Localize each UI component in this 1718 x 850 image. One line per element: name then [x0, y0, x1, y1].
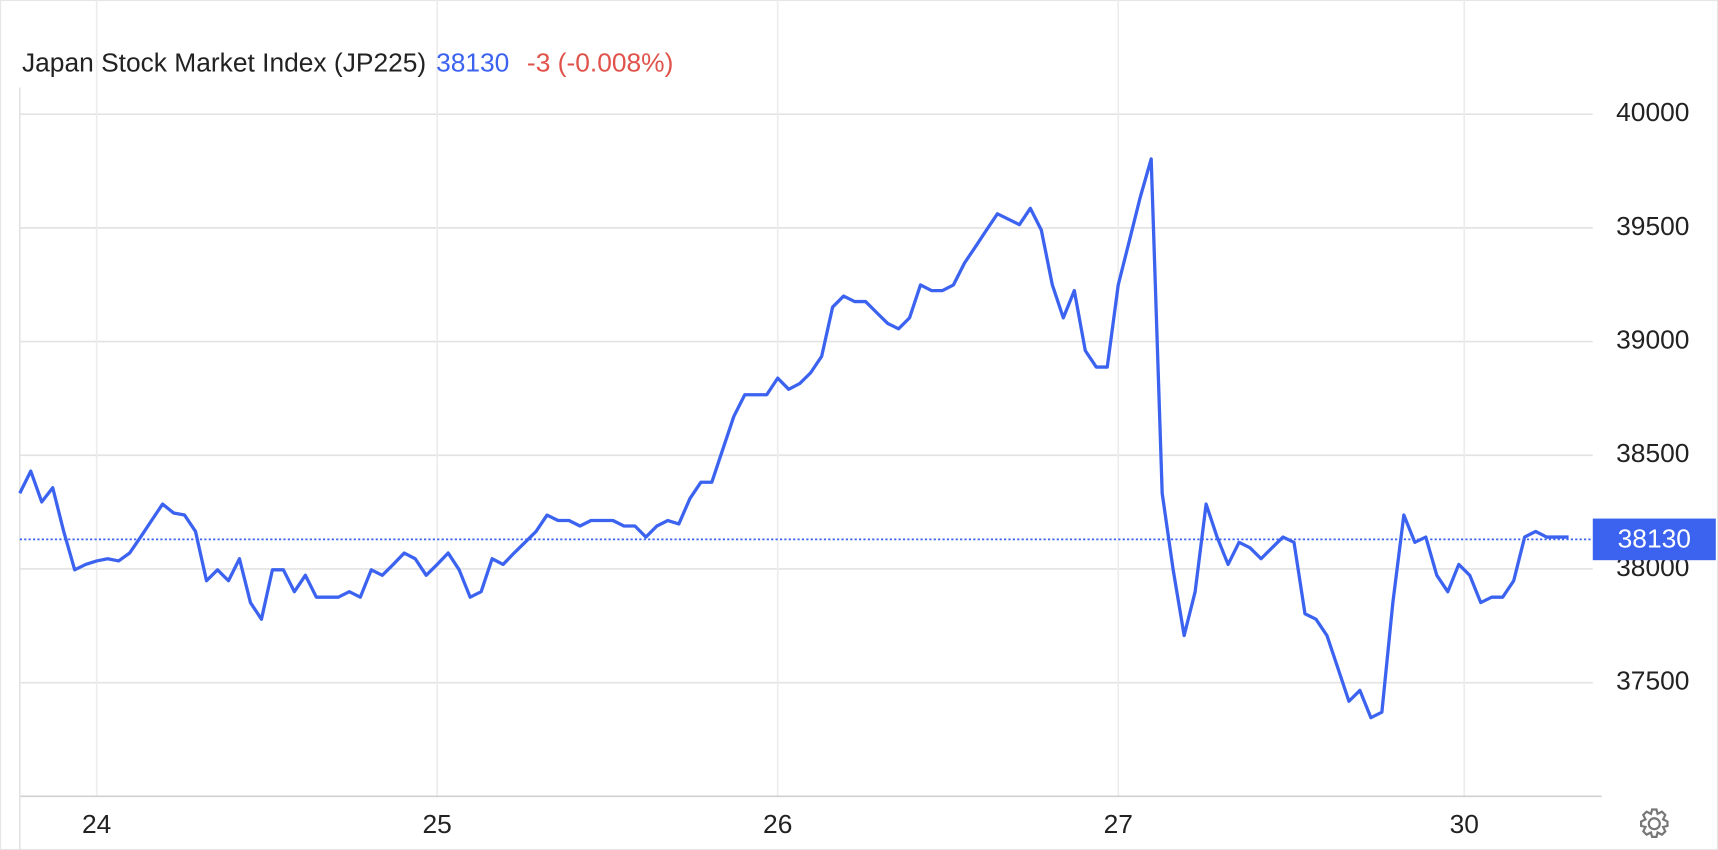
price-line: [18, 157, 1569, 720]
x-tick-label: 26: [763, 809, 792, 839]
last-value-box: [1592, 518, 1716, 561]
x-tick-label: 25: [423, 809, 452, 839]
change: -3 (-0.008%): [527, 48, 673, 78]
last-value: 38130: [436, 48, 509, 78]
y-tick-label: 38500: [1616, 438, 1689, 468]
chart-title: Japan Stock Market Index (JP225): [22, 48, 426, 78]
settings-icon[interactable]: [1640, 808, 1669, 838]
x-tick-label: 30: [1450, 809, 1479, 839]
x-tick-label: 24: [82, 809, 111, 839]
x-tick-label: 27: [1104, 809, 1133, 839]
y-tick-label: 39000: [1616, 325, 1689, 355]
last-value-label: 38130: [1618, 523, 1691, 553]
y-tick-label: 37500: [1616, 666, 1689, 696]
plot-area: [18, 157, 1593, 720]
y-tick-label: 40000: [1616, 97, 1689, 127]
y-tick-label: 39500: [1616, 211, 1689, 241]
